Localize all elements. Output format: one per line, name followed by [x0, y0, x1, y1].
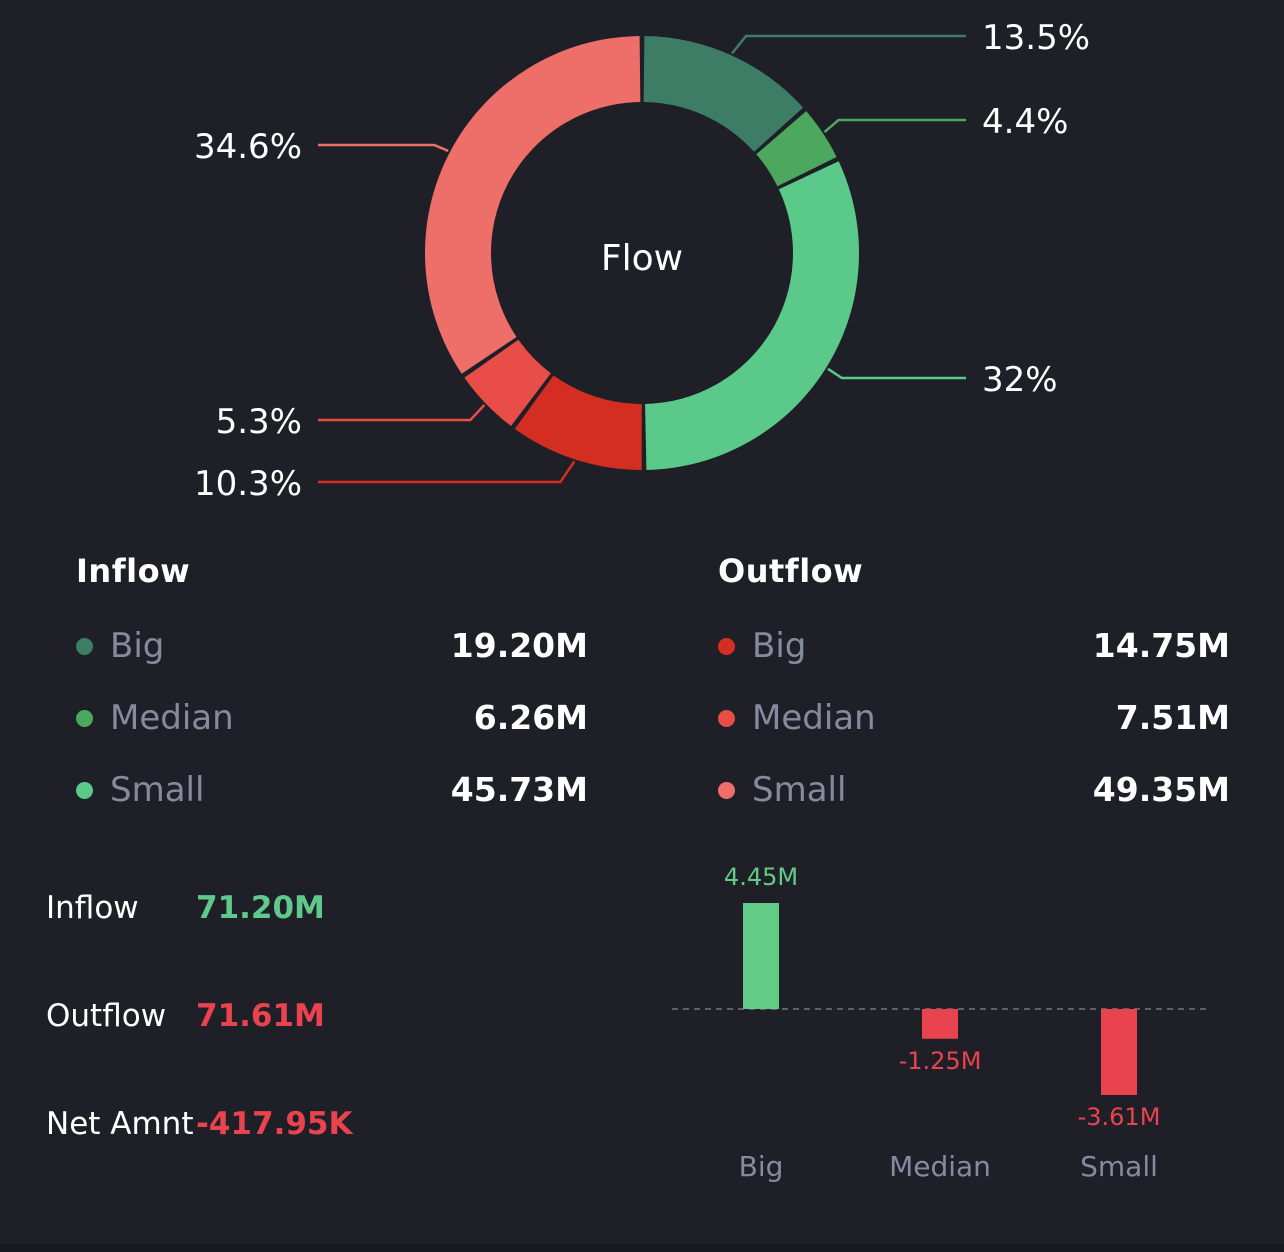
donut-leader-line-6 [318, 143, 449, 153]
bar-value-label: -1.25M [899, 1047, 982, 1075]
bar-small [1101, 1009, 1137, 1095]
net-amount-label: Net Amnt [46, 1106, 194, 1142]
donut-slices [425, 36, 859, 470]
net-flow-bar-chart: 4.45M Big -1.25M Median -3.61M Small [672, 863, 1208, 1183]
outflow-row-median: Median 7.51M [718, 694, 1230, 744]
donut-slice-label-6: 34.6% [194, 127, 302, 167]
inflow-label: Big [110, 626, 165, 666]
donut-slice-label-2: 4.4% [982, 102, 1068, 142]
flow-donut-chart: Flow 13.5% 4.4% 32% 10.3% 5.3% 34.6% [194, 18, 1090, 504]
bar-value-label: -3.61M [1078, 1103, 1161, 1131]
donut-slice-label-4: 10.3% [194, 464, 302, 504]
inflow-row-small: Small 45.73M [76, 766, 588, 816]
inflow-row-median: Median 6.26M [76, 694, 588, 744]
donut-slice-2 [756, 111, 837, 187]
legend-dot-icon [76, 710, 93, 727]
donut-leader-line-4 [318, 460, 576, 484]
inflow-value: 19.20M [450, 626, 588, 665]
legend-dot-icon [718, 782, 735, 799]
legend-dot-icon [76, 782, 93, 799]
outflow-row-big: Big 14.75M [718, 622, 1230, 672]
total-outflow-value: 71.61M [196, 998, 325, 1034]
legend-dot-icon [718, 638, 735, 655]
inflow-label: Median [110, 698, 234, 738]
bar-median [922, 1009, 958, 1039]
inflow-section-title: Inflow [76, 552, 191, 590]
outflow-label: Small [752, 770, 847, 810]
outflow-label: Big [752, 626, 807, 666]
outflow-label: Median [752, 698, 876, 738]
inflow-value: 6.26M [473, 698, 588, 737]
outflow-row-small: Small 49.35M [718, 766, 1230, 816]
bottom-divider [0, 1244, 1284, 1252]
total-outflow-label: Outflow [46, 998, 167, 1034]
donut-slice-label-3: 32% [982, 360, 1058, 400]
bar-marks: 4.45M Big -1.25M Median -3.61M Small [724, 863, 1160, 1183]
inflow-value: 45.73M [450, 770, 588, 809]
donut-slice-1 [643, 36, 804, 152]
total-inflow-value: 71.20M [196, 890, 325, 926]
net-amount-value: -417.95K [196, 1106, 353, 1142]
bar-category-label: Big [739, 1150, 784, 1183]
donut-leader-line-3 [827, 367, 966, 380]
donut-center-label: Flow [601, 238, 683, 279]
donut-slice-label-1: 13.5% [982, 18, 1090, 58]
outflow-section-title: Outflow [718, 552, 864, 590]
donut-slice-6 [425, 36, 641, 374]
outflow-value: 7.51M [1115, 698, 1230, 737]
bar-category-label: Median [889, 1150, 991, 1183]
bar-category-label: Small [1080, 1150, 1158, 1183]
donut-leader-lines [318, 34, 966, 484]
bar-value-label: 4.45M [724, 863, 798, 891]
donut-leader-line-2 [823, 118, 966, 133]
total-inflow-label: Inflow [46, 890, 139, 926]
outflow-value: 49.35M [1092, 770, 1230, 809]
donut-slice-label-5: 5.3% [216, 402, 302, 442]
donut-slice-4 [514, 375, 642, 470]
donut-leader-line-1 [731, 34, 966, 55]
donut-slice-3 [645, 161, 859, 470]
inflow-label: Small [110, 770, 205, 810]
bar-big [743, 903, 779, 1009]
legend-dot-icon [76, 638, 93, 655]
donut-slice-5 [464, 339, 551, 426]
donut-leader-line-5 [318, 404, 486, 422]
outflow-value: 14.75M [1092, 626, 1230, 665]
inflow-row-big: Big 19.20M [76, 622, 588, 672]
legend-dot-icon [718, 710, 735, 727]
